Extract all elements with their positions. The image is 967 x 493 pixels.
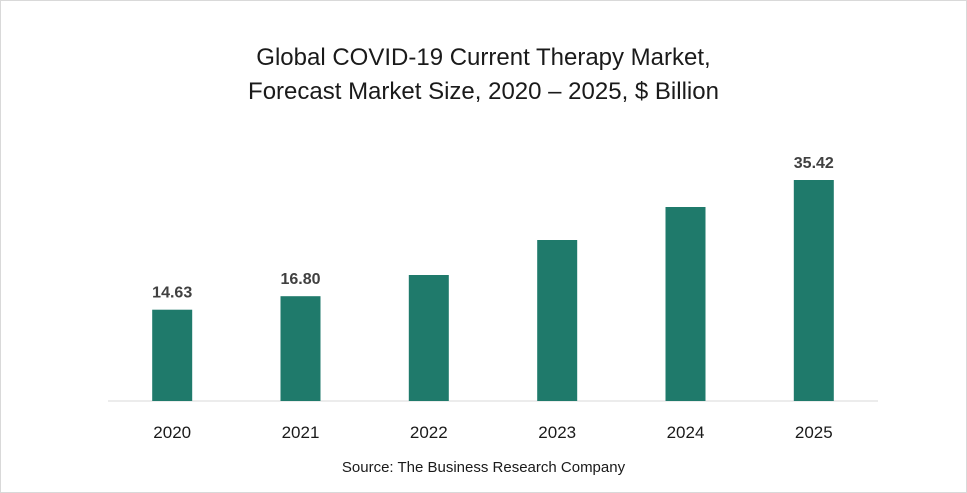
- data-label-2025: 35.42: [794, 155, 834, 172]
- bar-2024: [665, 207, 706, 401]
- bar-2023: [537, 240, 578, 401]
- data-labels: 14.63 16.80 35.42: [152, 155, 834, 302]
- x-tick-2022: 2022: [410, 423, 448, 442]
- bar-2021: [280, 296, 321, 401]
- x-tick-2024: 2024: [667, 423, 705, 442]
- data-label-2020: 14.63: [152, 285, 192, 302]
- bars: [152, 180, 834, 401]
- data-label-2021: 16.80: [280, 271, 320, 288]
- x-tick-2023: 2023: [538, 423, 576, 442]
- chart-title: Global COVID-19 Current Therapy Market, …: [1, 41, 966, 109]
- x-tick-2021: 2021: [282, 423, 320, 442]
- bar-2025: [793, 180, 834, 401]
- bar-2020: [152, 309, 193, 401]
- bar-2022: [408, 275, 449, 401]
- x-tick-labels: 2020 2021 2022 2023 2024 2025: [153, 423, 832, 442]
- source-note: Source: The Business Research Company: [341, 459, 626, 476]
- x-tick-2020: 2020: [153, 423, 191, 442]
- chart-title-line-2: Forecast Market Size, 2020 – 2025, $ Bil…: [248, 78, 719, 105]
- x-tick-2025: 2025: [795, 423, 833, 442]
- chart-title-line-1: Global COVID-19 Current Therapy Market,: [256, 44, 711, 71]
